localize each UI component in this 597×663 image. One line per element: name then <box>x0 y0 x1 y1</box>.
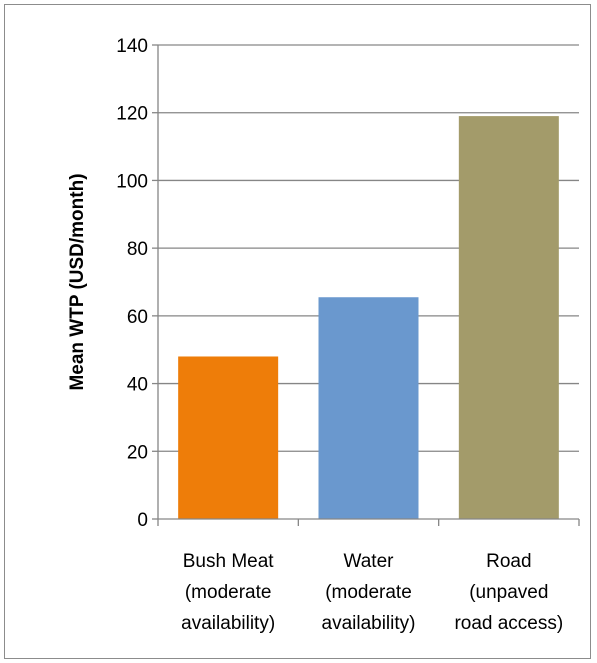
y-tick-label: 60 <box>127 307 148 328</box>
bars <box>178 116 559 519</box>
x-category-label: Road (unpaved road access) <box>454 551 563 634</box>
axes <box>157 45 580 526</box>
bar <box>318 297 419 519</box>
bar <box>178 356 279 519</box>
y-axis-title: Mean WTP (USD/month) <box>67 173 88 390</box>
y-tick-label: 40 <box>127 375 148 396</box>
y-tick-label: 0 <box>137 510 148 531</box>
chart-frame: 0 20 40 60 80 100 120 140 Bush Meat (moderate avai… <box>4 4 591 659</box>
y-tick-label: 20 <box>127 442 148 463</box>
x-category-label: Water (moderate availability) <box>322 551 416 634</box>
y-tick-label: 140 <box>116 36 148 57</box>
x-category-label: Bush Meat (moderate availability) <box>181 551 275 634</box>
y-tick-label: 100 <box>116 171 148 192</box>
bar <box>458 116 559 519</box>
y-tick-label: 120 <box>116 104 148 125</box>
y-tick-label: 80 <box>127 239 148 260</box>
labels: 0 20 40 60 80 100 120 140 Bush Meat (moderate avai… <box>116 36 563 634</box>
bar-chart: 0 20 40 60 80 100 120 140 Bush Meat (moderate avai… <box>67 36 580 634</box>
